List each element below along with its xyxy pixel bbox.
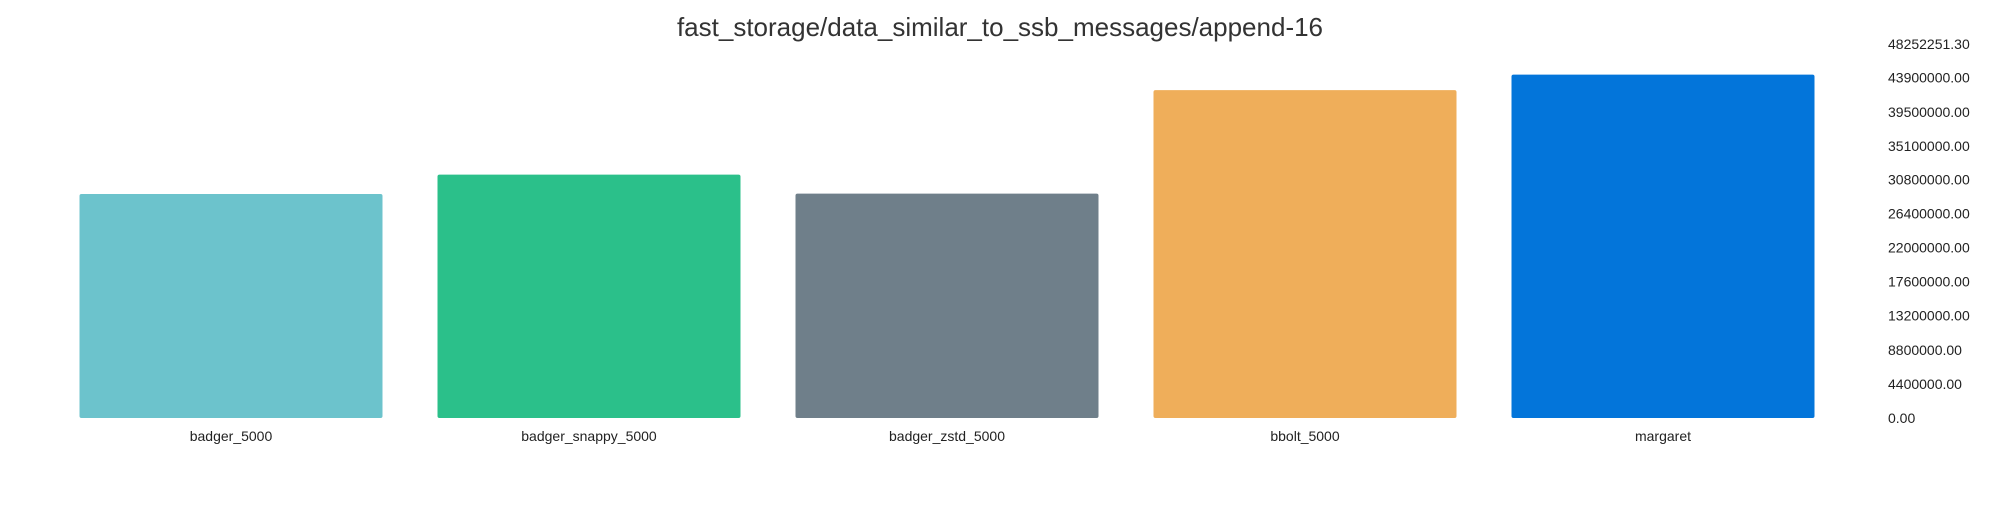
x-tick-label: badger_snappy_5000 <box>521 428 657 444</box>
y-tick-label: 43900000.00 <box>1888 70 1970 86</box>
x-tick-label: badger_zstd_5000 <box>889 428 1005 444</box>
y-tick-label: 22000000.00 <box>1888 239 1970 255</box>
x-axis-labels: badger_5000 badger_snappy_5000 badger_zstd… <box>190 428 1691 444</box>
x-tick-label: margaret <box>1635 428 1691 444</box>
y-tick-label: 48252251.30 <box>1888 36 1970 52</box>
bar-bbolt-5000 <box>1153 90 1457 419</box>
y-tick-label: 8800000.00 <box>1888 342 1962 358</box>
bar-margaret <box>1511 74 1815 418</box>
bars-group <box>79 74 1815 419</box>
y-tick-label: 39500000.00 <box>1888 104 1970 120</box>
x-tick-label: bbolt_5000 <box>1270 428 1340 444</box>
y-tick-label: 35100000.00 <box>1888 138 1970 154</box>
y-tick-label: 0.00 <box>1888 410 1915 426</box>
bar-badger-snappy-5000 <box>437 174 741 418</box>
bar-badger-5000 <box>79 193 383 418</box>
bar-badger-zstd-5000 <box>795 193 1099 418</box>
chart-title: fast_storage/data_similar_to_ssb_message… <box>677 12 1323 42</box>
y-tick-label: 17600000.00 <box>1888 274 1970 290</box>
y-tick-label: 13200000.00 <box>1888 308 1970 324</box>
y-axis-tick-labels: 0.00 4400000.00 8800000.00 13200000.00 17600… <box>1888 36 1970 426</box>
y-tick-label: 4400000.00 <box>1888 376 1962 392</box>
y-tick-label: 26400000.00 <box>1888 205 1970 221</box>
x-tick-label: badger_5000 <box>190 428 273 444</box>
y-tick-label: 30800000.00 <box>1888 171 1970 187</box>
